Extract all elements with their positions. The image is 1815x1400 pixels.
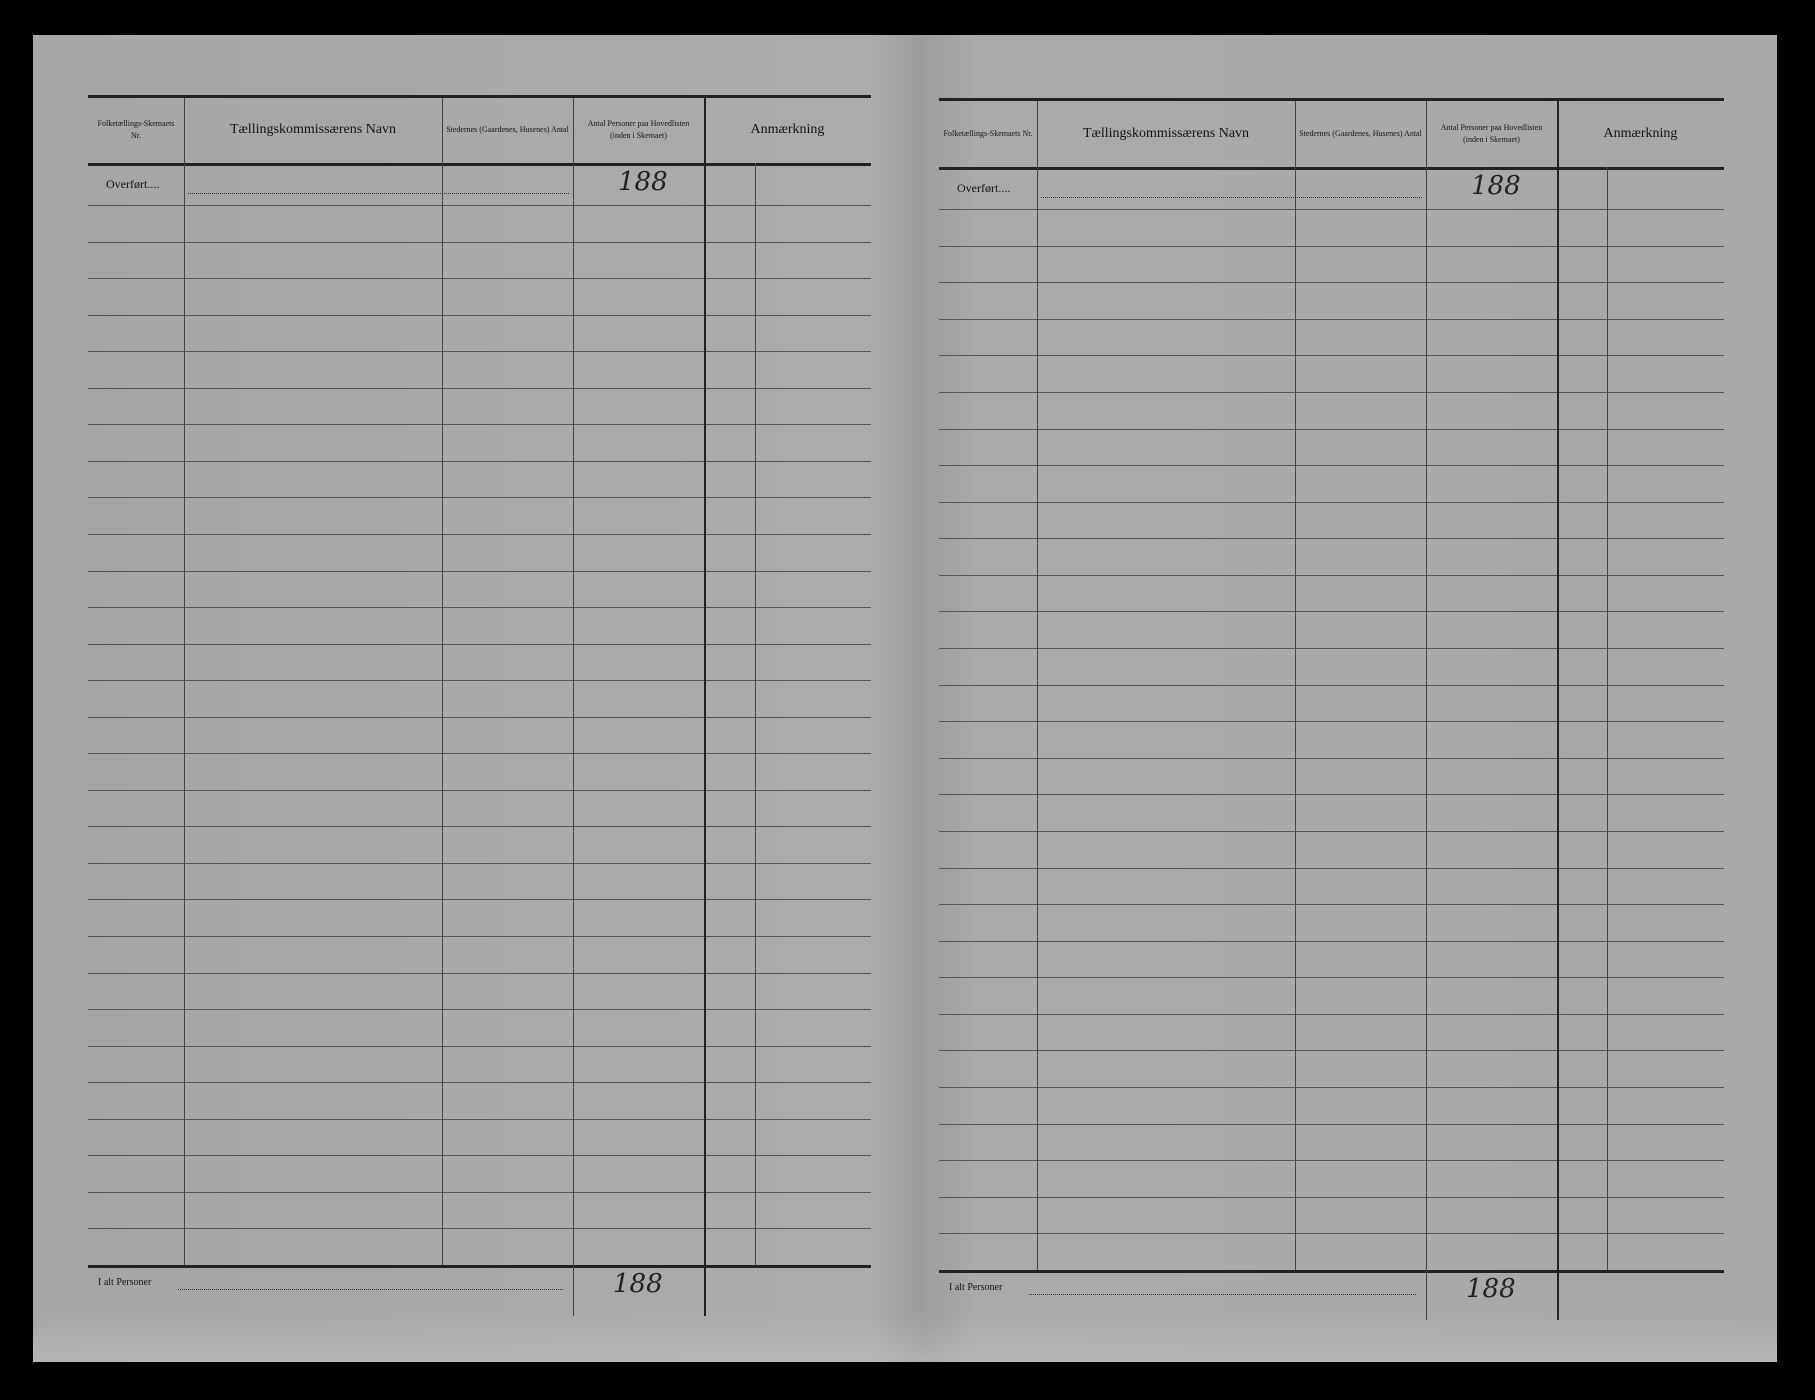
total-value: 188	[1466, 1274, 1516, 1304]
header-bottom-rule	[88, 163, 871, 166]
table-row-line	[939, 684, 1724, 686]
table-row-line	[88, 424, 871, 426]
column-divider	[755, 163, 756, 1265]
table-row-line	[939, 1233, 1724, 1235]
dotted-leader	[1029, 1294, 1416, 1295]
column-header-col1: Folketællings-Skemaets Nr.	[943, 128, 1033, 138]
table-row-line	[88, 753, 871, 755]
table-row-line	[88, 205, 871, 206]
table-row-line	[939, 1050, 1724, 1052]
column-divider	[1426, 101, 1427, 1320]
column-header-col3: Stedernes (Gaardenes, Husenes) Antal	[1299, 128, 1422, 138]
table-row-line	[88, 789, 871, 791]
column-header-col4: Antal Personer paa Hovedlisten (inden i …	[587, 119, 690, 140]
table-row-line	[939, 1196, 1724, 1198]
table-row-line	[939, 282, 1724, 284]
table-row-line	[88, 899, 871, 901]
table-row-line	[939, 391, 1724, 393]
census-table-page-2: Folketællings-Skemaets Nr. Tællingskommis…	[939, 98, 1724, 1320]
table-row-line	[939, 538, 1724, 540]
table-row-line	[88, 680, 871, 682]
header-top-rule	[939, 98, 1724, 101]
table-row-line	[939, 245, 1724, 247]
table-row-line	[88, 716, 871, 718]
carried-over-label: Overført....	[957, 181, 1011, 195]
table-row-line	[939, 574, 1724, 576]
column-divider	[704, 98, 706, 1316]
table-row-line	[88, 351, 871, 353]
table-row-line	[88, 497, 871, 499]
table-row-line	[939, 465, 1724, 467]
table-row-line	[88, 570, 871, 572]
census-table-page-1: Folketællings-Skemaets Nr. Tællingskommis…	[88, 95, 871, 1316]
table-row-line	[939, 757, 1724, 759]
column-divider	[442, 98, 443, 1265]
table-row-line	[88, 607, 871, 609]
column-header-col5: Anmærkning	[1603, 125, 1678, 141]
total-label: I alt Personer	[949, 1282, 1003, 1293]
total-label: I alt Personer	[98, 1277, 152, 1288]
table-row-line	[88, 936, 871, 938]
table-row-line	[939, 830, 1724, 832]
dotted-leader	[178, 1289, 563, 1290]
table-row-line	[939, 209, 1724, 210]
column-divider	[1557, 101, 1559, 1320]
table-row-line	[88, 972, 871, 974]
table-row-line	[88, 862, 871, 864]
header-bottom-rule	[939, 167, 1724, 170]
column-divider	[1037, 101, 1038, 1270]
table-row-line	[939, 648, 1724, 650]
total-value: 188	[613, 1269, 663, 1299]
carried-over-value: 188	[1471, 171, 1521, 201]
table-bottom-rule	[939, 1270, 1724, 1273]
column-divider	[1295, 101, 1296, 1270]
table-row-line	[939, 355, 1724, 357]
dotted-leader	[188, 193, 569, 194]
table-row-line	[88, 1191, 871, 1193]
column-header-col2: Tællingskommissærens Navn	[1082, 125, 1250, 141]
column-header-col3: Stedernes (Gaardenes, Husenes) Antal	[446, 125, 569, 134]
table-row-line	[939, 721, 1724, 723]
table-row-line	[88, 1009, 871, 1011]
table-row-line	[88, 1045, 871, 1047]
column-header-col4: Antal Personer paa Hovedlisten (inden i …	[1440, 122, 1543, 144]
table-row-line	[939, 611, 1724, 613]
table-row-line	[88, 314, 871, 316]
table-row-line	[88, 1118, 871, 1120]
column-divider	[1607, 167, 1608, 1270]
table-row-line	[88, 643, 871, 645]
column-divider	[184, 98, 185, 1265]
table-row-line	[88, 278, 871, 280]
table-row-line	[88, 241, 871, 243]
document-paper	[33, 35, 1777, 1362]
table-row-line	[88, 533, 871, 535]
column-header-col2: Tællingskommissærens Navn	[229, 122, 397, 137]
table-row-line	[939, 1123, 1724, 1125]
carried-over-label: Overført....	[106, 177, 160, 191]
table-bottom-rule	[88, 1265, 871, 1268]
table-row-line	[939, 1013, 1724, 1015]
header-top-rule	[88, 95, 871, 98]
column-header-col5: Anmærkning	[750, 122, 825, 137]
table-row-line	[88, 826, 871, 828]
table-row-line	[939, 428, 1724, 430]
table-row-line	[88, 1082, 871, 1084]
table-row-line	[88, 460, 871, 462]
table-row-line	[939, 1160, 1724, 1162]
table-row-line	[939, 904, 1724, 906]
table-row-line	[88, 1228, 871, 1230]
table-row-line	[939, 977, 1724, 979]
table-row-line	[88, 387, 871, 389]
table-row-line	[939, 501, 1724, 503]
table-row-line	[88, 1155, 871, 1157]
table-row-line	[939, 1087, 1724, 1089]
table-row-line	[939, 940, 1724, 942]
carried-over-value: 188	[618, 167, 668, 197]
column-header-col1: Folketællings-Skemaets Nr.	[97, 119, 175, 140]
table-row-line	[939, 794, 1724, 796]
table-row-line	[939, 867, 1724, 869]
column-divider	[573, 98, 574, 1316]
dotted-leader	[1041, 197, 1422, 198]
table-row-line	[939, 318, 1724, 320]
